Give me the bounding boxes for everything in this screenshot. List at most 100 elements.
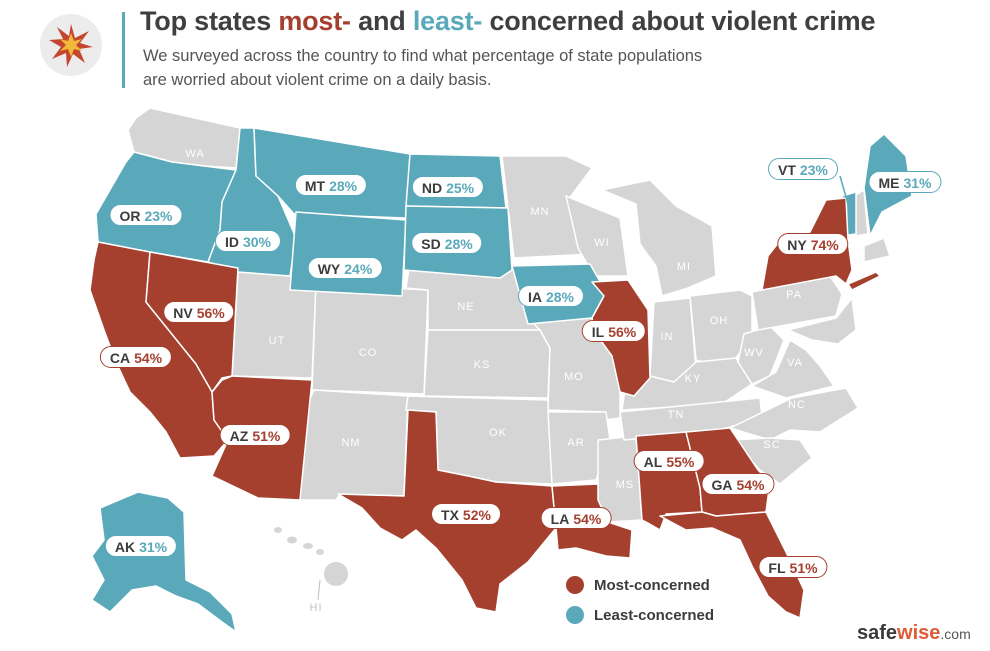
- callout-ak: AK 31%: [104, 535, 178, 557]
- callout-state-code: LA: [550, 511, 570, 527]
- state-abbr-co: CO: [359, 347, 378, 359]
- callout-vt: VT 23%: [768, 158, 838, 180]
- callout-state-code: ND: [421, 180, 443, 196]
- state-abbr-ks: KS: [474, 359, 491, 371]
- page-title: Top states most- and least- concerned ab…: [140, 6, 876, 36]
- callout-percentage: 23%: [799, 162, 828, 178]
- callout-percentage: 25%: [446, 180, 475, 196]
- callout-percentage: 28%: [329, 178, 358, 194]
- hi-callout-line: [317, 579, 321, 601]
- callout-state-code: FL: [768, 560, 786, 576]
- callout-nv: NV 56%: [163, 301, 235, 323]
- state-fl: [659, 511, 805, 619]
- callout-state-code: AK: [114, 539, 136, 555]
- callout-tx: TX 52%: [431, 503, 501, 525]
- legend-swatch-least: [566, 606, 584, 624]
- state-abbr-tn: TN: [668, 409, 685, 421]
- callout-percentage: 30%: [242, 234, 272, 250]
- callout-percentage: 55%: [666, 454, 695, 470]
- callout-sd: SD 28%: [411, 232, 483, 254]
- page-subtitle: We surveyed across the country to find w…: [143, 47, 703, 89]
- callout-or: OR 23%: [109, 204, 183, 226]
- legend-item-most: Most-concerned: [566, 570, 714, 600]
- callout-percentage: 52%: [462, 507, 491, 523]
- callout-ny: NY 74%: [777, 233, 849, 255]
- header-accent-bar: [122, 12, 125, 88]
- state-abbr-sc: SC: [763, 439, 780, 451]
- state-abbr-pa: PA: [786, 289, 802, 301]
- callout-percentage: 56%: [608, 324, 637, 340]
- callout-state-code: ID: [224, 234, 239, 250]
- state-co: [311, 283, 429, 395]
- callout-ga: GA 54%: [701, 473, 775, 495]
- state-abbr-ut: UT: [269, 335, 286, 347]
- state-abbr-mi: MI: [677, 261, 691, 273]
- state-ak: [91, 491, 237, 633]
- state-va: [751, 339, 835, 399]
- callout-il: IL 56%: [581, 320, 647, 342]
- state-hi-island: [287, 536, 297, 544]
- state-md-de-nj: [787, 297, 857, 345]
- callout-me: ME 31%: [868, 171, 942, 193]
- callout-fl: FL 51%: [758, 556, 828, 578]
- callout-wy: WY 24%: [307, 257, 383, 279]
- header-badge: [40, 14, 102, 76]
- callout-percentage: 54%: [573, 511, 602, 527]
- callout-ia: IA 28%: [517, 285, 585, 307]
- state-abbr-in: IN: [661, 331, 674, 343]
- callout-la: LA 54%: [540, 507, 612, 529]
- callout-percentage: 54%: [134, 350, 163, 366]
- callout-percentage: 31%: [139, 539, 168, 555]
- callout-state-code: IA: [527, 289, 542, 305]
- callout-state-code: TX: [441, 507, 459, 523]
- callout-state-code: OR: [119, 208, 141, 224]
- callout-al: AL 55%: [633, 450, 705, 472]
- state-ny-long-island: [847, 271, 881, 291]
- vt-callout-line: [839, 175, 849, 205]
- callout-percentage: 28%: [545, 289, 575, 305]
- state-sc: [731, 437, 813, 485]
- callout-state-code: GA: [711, 477, 733, 493]
- state-abbr-wi: WI: [594, 237, 609, 249]
- brand-logo[interactable]: safewise.com: [857, 622, 971, 644]
- state-wy: [289, 211, 407, 297]
- callout-state-code: SD: [421, 236, 441, 252]
- callout-ca: CA 54%: [99, 346, 173, 368]
- state-abbr-mo: MO: [564, 371, 584, 383]
- state-abbr-nc: NC: [788, 399, 806, 411]
- callout-state-code: MT: [304, 178, 326, 194]
- legend-item-least: Least-concerned: [566, 600, 714, 630]
- callout-percentage: 23%: [144, 208, 173, 224]
- callout-state-code: IL: [591, 324, 605, 340]
- callout-state-code: ME: [878, 175, 900, 191]
- state-ne-small: [863, 237, 891, 263]
- callout-percentage: 51%: [789, 560, 818, 576]
- callout-mt: MT 28%: [294, 174, 368, 196]
- callout-state-code: WY: [317, 261, 341, 277]
- state-abbr-wv: WV: [744, 347, 764, 359]
- callout-state-code: AL: [643, 454, 663, 470]
- state-hi-island: [303, 543, 313, 549]
- legend-label-most: Most-concerned: [594, 576, 710, 594]
- state-abbr-hi: HI: [310, 602, 323, 614]
- map-legend: Most-concerned Least-concerned: [566, 570, 714, 630]
- state-abbr-ms: MS: [616, 479, 635, 491]
- state-abbr-ok: OK: [489, 427, 507, 439]
- state-abbr-ne: NE: [457, 301, 474, 313]
- callout-nd: ND 25%: [411, 176, 485, 198]
- state-abbr-va: VA: [787, 357, 803, 369]
- callout-percentage: 51%: [252, 428, 281, 444]
- legend-swatch-most: [566, 576, 584, 594]
- state-abbr-wa: WA: [185, 148, 204, 160]
- starburst-icon: [49, 24, 93, 67]
- callout-percentage: 24%: [344, 261, 373, 277]
- state-abbr-mn: MN: [530, 206, 549, 218]
- callout-state-code: NV: [173, 305, 193, 321]
- callout-state-code: NY: [787, 237, 807, 253]
- state-abbr-nm: NM: [341, 437, 360, 449]
- callout-percentage: 28%: [444, 236, 473, 252]
- state-hi-island: [274, 527, 282, 533]
- callout-percentage: 56%: [196, 305, 225, 321]
- state-abbr-ar: AR: [567, 437, 584, 449]
- callout-state-code: CA: [109, 350, 131, 366]
